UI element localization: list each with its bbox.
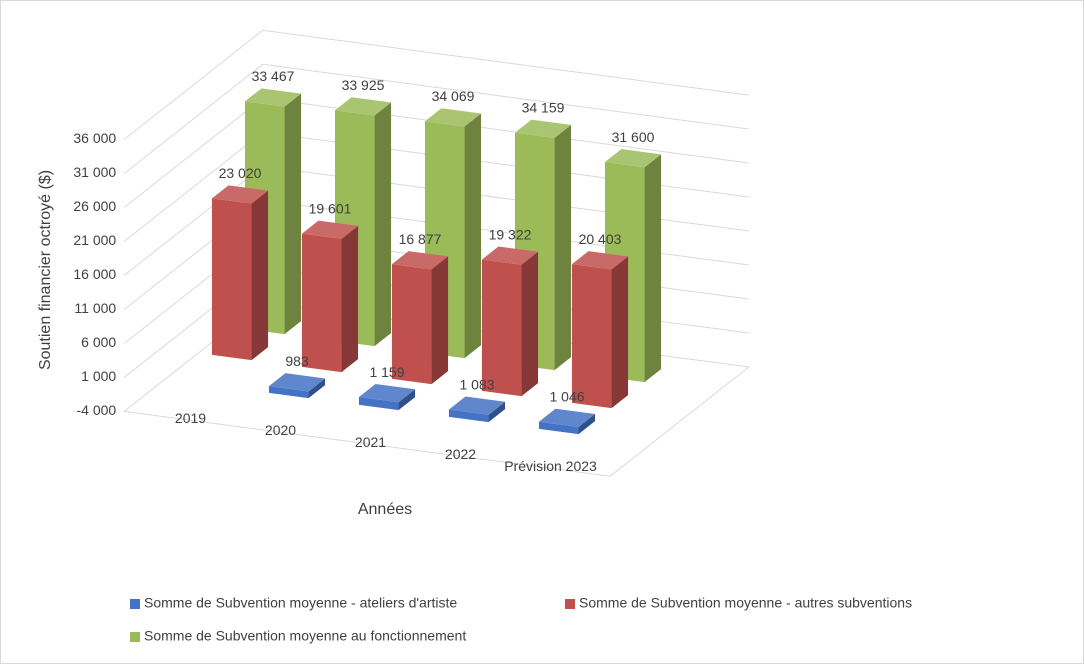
grid-line: [123, 29, 749, 140]
bar-top: [538, 408, 596, 428]
category-axis: [124, 366, 750, 477]
x-tick-label: Prévision 2023: [504, 458, 597, 474]
bar-side: [578, 414, 596, 435]
bar-top: [481, 246, 539, 265]
y-tick-label: 6 000: [81, 334, 116, 350]
bar: [268, 373, 326, 399]
bar: [571, 251, 629, 409]
legend-swatch: [565, 599, 575, 609]
y-tick-label: 21 000: [73, 232, 116, 248]
bar-side: [644, 154, 662, 383]
bar-side: [308, 378, 326, 399]
bar-top: [391, 251, 449, 270]
bar-top: [514, 119, 572, 138]
bar-front: [538, 421, 579, 435]
y-tick-label: -4 000: [76, 402, 116, 418]
data-label: 1 159: [369, 364, 404, 380]
data-label: 31 600: [612, 129, 655, 145]
y-tick-label: 1 000: [81, 368, 116, 384]
legend-label: Somme de Subvention moyenne au fonctionn…: [144, 628, 466, 644]
legend-label: Somme de Subvention moyenne - autres sub…: [579, 595, 912, 611]
bar-front: [268, 386, 309, 399]
legend-swatch: [130, 599, 140, 609]
y-tick-label: 16 000: [73, 266, 116, 282]
bar-side: [374, 102, 392, 347]
bar-front: [301, 233, 342, 373]
bar-top: [244, 88, 302, 107]
data-label: 33 467: [252, 68, 295, 84]
bar: [448, 396, 506, 423]
x-tick-label: 2020: [265, 422, 296, 438]
bar-top: [604, 149, 662, 168]
bar-side: [251, 190, 269, 361]
x-tick-label: 2021: [355, 434, 386, 450]
legend-label: Somme de Subvention moyenne - ateliers d…: [144, 595, 457, 611]
data-label: 23 020: [219, 165, 262, 181]
bar-side: [341, 225, 359, 373]
data-label: 20 403: [579, 231, 622, 247]
bar-top: [211, 185, 269, 204]
bar-side: [521, 251, 539, 397]
grid-line: [123, 63, 749, 174]
bar: [391, 251, 449, 385]
bar-top: [448, 396, 506, 415]
bar-side: [464, 113, 482, 359]
bar: [538, 408, 596, 435]
y-tick-label: 31 000: [73, 164, 116, 180]
y-tick-label: 11 000: [74, 300, 116, 316]
bar-side: [431, 256, 449, 385]
bar-front: [571, 264, 612, 409]
bar-side: [284, 93, 302, 335]
x-tick-label: 2019: [175, 410, 206, 426]
y-tick-label: 36 000: [73, 130, 116, 146]
bar-side: [488, 401, 506, 423]
data-label: 1 046: [549, 389, 584, 405]
bar-front: [481, 259, 522, 397]
bar-top: [571, 251, 629, 270]
bar-front: [448, 409, 489, 423]
bar-front: [211, 198, 252, 361]
bar-front: [358, 396, 399, 411]
x-tick-label: 2022: [445, 446, 476, 462]
data-label: 16 877: [399, 231, 442, 247]
bar: [211, 185, 269, 361]
bar-side: [398, 389, 416, 411]
bar: [358, 383, 416, 411]
bar-side: [554, 124, 572, 371]
data-label: 19 601: [309, 200, 352, 216]
x-axis-label: Années: [358, 501, 412, 518]
legend-swatch: [130, 632, 140, 642]
bar-top: [424, 108, 482, 127]
bar-front: [391, 264, 432, 385]
bar-top: [268, 373, 326, 392]
y-tick-label: 26 000: [73, 198, 116, 214]
bar-top: [358, 383, 416, 403]
bar: [301, 220, 359, 373]
data-label: 983: [285, 353, 309, 369]
data-label: 34 159: [522, 99, 565, 115]
bar-top: [334, 97, 392, 116]
data-label: 19 322: [489, 226, 532, 242]
data-label: 1 083: [459, 376, 494, 392]
bar-top: [301, 220, 359, 239]
y-axis-label: Soutien financier octroyé ($): [37, 170, 54, 370]
data-label: 33 925: [342, 77, 385, 93]
bar: [481, 246, 539, 397]
bar-side: [611, 256, 629, 409]
data-label: 34 069: [432, 88, 475, 104]
